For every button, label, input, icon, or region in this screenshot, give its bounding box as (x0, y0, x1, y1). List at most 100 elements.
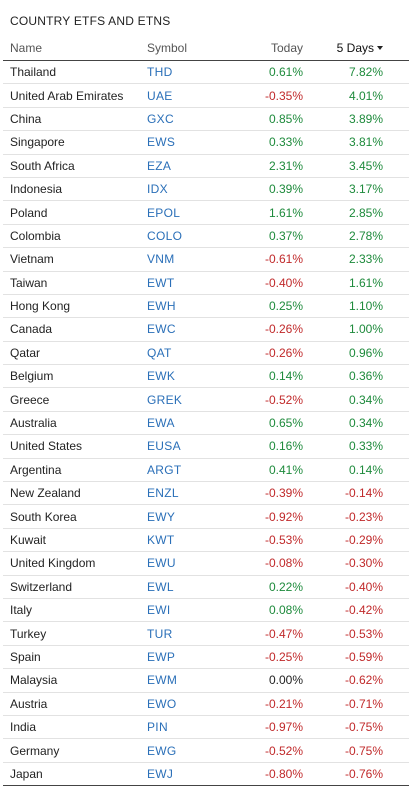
row-spacer (383, 434, 409, 459)
five-day-change: -0.59% (303, 645, 383, 670)
table-row: Canada EWC -0.26% 1.00% (3, 317, 409, 342)
country-name: Austria (3, 692, 140, 716)
symbol-link[interactable]: EWP (140, 645, 233, 670)
country-name: United Kingdom (3, 551, 140, 576)
table-row: Qatar QAT -0.26% 0.96% (3, 341, 409, 366)
table-row: Thailand THD 0.61% 7.82% (3, 60, 409, 85)
five-day-change: 3.17% (303, 177, 383, 202)
country-name: Switzerland (3, 575, 140, 599)
today-change: -0.26% (233, 341, 303, 366)
row-spacer (383, 387, 409, 412)
symbol-link[interactable]: EWG (140, 738, 233, 763)
symbol-link[interactable]: EPOL (140, 200, 233, 225)
symbol-link[interactable]: EWT (140, 271, 233, 295)
symbol-link[interactable]: GXC (140, 107, 233, 132)
symbol-link[interactable]: EWM (140, 668, 233, 693)
symbol-link[interactable]: GREK (140, 387, 233, 412)
today-change: -0.52% (233, 387, 303, 412)
symbol-link[interactable]: EWS (140, 130, 233, 155)
row-spacer (383, 154, 409, 178)
country-name: Qatar (3, 341, 140, 366)
symbol-link[interactable]: KWT (140, 528, 233, 553)
symbol-link[interactable]: EZA (140, 154, 233, 178)
five-day-change: 0.34% (303, 411, 383, 436)
column-header-symbol: Symbol (140, 36, 233, 61)
symbol-link[interactable]: EWJ (140, 762, 233, 787)
country-name: United Arab Emirates (3, 83, 140, 108)
today-change: -0.80% (233, 762, 303, 787)
table-row: United Arab Emirates UAE -0.35% 4.01% (3, 83, 409, 108)
today-change: 0.65% (233, 411, 303, 436)
five-day-change: 0.36% (303, 364, 383, 389)
today-change: 0.39% (233, 177, 303, 202)
symbol-link[interactable]: THD (140, 60, 233, 85)
row-spacer (383, 551, 409, 576)
country-name: Spain (3, 645, 140, 670)
table-row: South Africa EZA 2.31% 3.45% (3, 154, 409, 178)
header-spacer (383, 36, 409, 61)
table-body: Thailand THD 0.61% 7.82% United Arab Emirate… (3, 60, 409, 787)
table-row: United Kingdom EWU -0.08% -0.30% (3, 551, 409, 576)
symbol-link[interactable]: TUR (140, 621, 233, 646)
row-spacer (383, 458, 409, 483)
symbol-link[interactable]: EWU (140, 551, 233, 576)
table-row: Argentina ARGT 0.41% 0.14% (3, 458, 409, 483)
symbol-link[interactable]: VNM (140, 247, 233, 272)
today-change: -0.08% (233, 551, 303, 576)
five-day-change: 2.78% (303, 224, 383, 249)
row-spacer (383, 738, 409, 763)
five-day-change: -0.42% (303, 598, 383, 623)
symbol-link[interactable]: ARGT (140, 458, 233, 483)
row-spacer (383, 271, 409, 295)
symbol-link[interactable]: EWY (140, 504, 233, 529)
symbol-link[interactable]: EWO (140, 692, 233, 716)
today-change: 1.61% (233, 200, 303, 225)
symbol-link[interactable]: UAE (140, 83, 233, 108)
symbol-link[interactable]: QAT (140, 341, 233, 366)
five-day-change: 2.33% (303, 247, 383, 272)
country-name: Australia (3, 411, 140, 436)
row-spacer (383, 130, 409, 155)
five-day-change: -0.23% (303, 504, 383, 529)
column-header-5-days[interactable]: 5 Days (303, 36, 383, 61)
today-change: 0.14% (233, 364, 303, 389)
country-name: Kuwait (3, 528, 140, 553)
row-spacer (383, 294, 409, 319)
country-name: Indonesia (3, 177, 140, 202)
symbol-link[interactable]: PIN (140, 715, 233, 740)
five-day-change: -0.30% (303, 551, 383, 576)
five-day-change: 0.33% (303, 434, 383, 459)
today-change: -0.26% (233, 317, 303, 342)
row-spacer (383, 247, 409, 272)
symbol-link[interactable]: IDX (140, 177, 233, 202)
table-row: Taiwan EWT -0.40% 1.61% (3, 271, 409, 295)
symbol-link[interactable]: EWA (140, 411, 233, 436)
today-change: 0.41% (233, 458, 303, 483)
five-day-change: -0.29% (303, 528, 383, 553)
symbol-link[interactable]: EWL (140, 575, 233, 599)
five-day-change: -0.40% (303, 575, 383, 599)
country-name: Belgium (3, 364, 140, 389)
today-change: -0.97% (233, 715, 303, 740)
symbol-link[interactable]: EWC (140, 317, 233, 342)
table-row: Kuwait KWT -0.53% -0.29% (3, 528, 409, 553)
today-change: -0.53% (233, 528, 303, 553)
symbol-link[interactable]: EUSA (140, 434, 233, 459)
country-name: Greece (3, 387, 140, 412)
table-row: Colombia COLO 0.37% 2.78% (3, 224, 409, 249)
five-day-change: 0.96% (303, 341, 383, 366)
row-spacer (383, 621, 409, 646)
symbol-link[interactable]: EWK (140, 364, 233, 389)
table-row: Indonesia IDX 0.39% 3.17% (3, 177, 409, 202)
today-change: 0.25% (233, 294, 303, 319)
symbol-link[interactable]: EWI (140, 598, 233, 623)
row-spacer (383, 317, 409, 342)
symbol-link[interactable]: EWH (140, 294, 233, 319)
table-row: China GXC 0.85% 3.89% (3, 107, 409, 132)
five-day-change: 3.45% (303, 154, 383, 178)
symbol-link[interactable]: COLO (140, 224, 233, 249)
row-spacer (383, 575, 409, 599)
symbol-link[interactable]: ENZL (140, 481, 233, 506)
table-row: United States EUSA 0.16% 0.33% (3, 434, 409, 459)
